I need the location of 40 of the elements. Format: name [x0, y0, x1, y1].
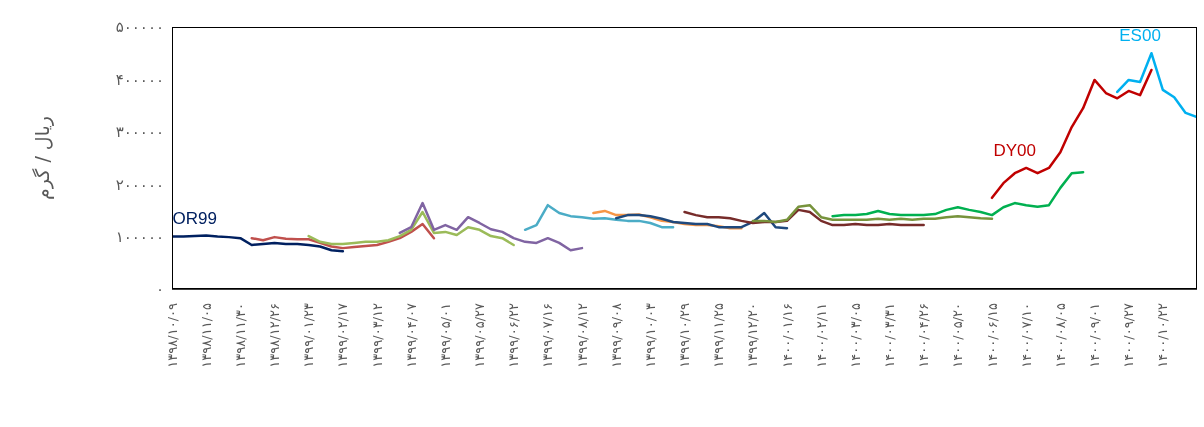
y-tick-label: ۲۰۰۰۰۰	[115, 175, 164, 194]
x-tick-label: ۱۴۰۰/۱۰/۲۲	[1155, 302, 1171, 368]
x-tick-label: ۱۴۰۰/۰۳/۰۵	[847, 302, 863, 368]
x-tick-label: ۱۳۹۸/۱۱/۳۰	[232, 303, 248, 368]
x-tick-label: ۱۳۹۹/۱۰/۰۳	[642, 302, 658, 368]
x-tick-label: ۱۳۹۹/۰۵/۰۱	[437, 303, 453, 368]
series-label: OR99	[172, 208, 217, 228]
x-tick-label: ۱۳۹۹/۱۲/۲۰	[745, 303, 761, 368]
y-tick-label: ۵۰۰۰۰۰	[115, 18, 164, 37]
x-tick-label: ۱۳۹۹/۰۷/۱۶	[540, 303, 556, 368]
x-tick-label: ۱۳۹۹/۰۶/۲۲	[506, 302, 522, 368]
x-tick-label: ۱۳۹۸/۱۲/۲۶	[267, 303, 282, 368]
y-axis-title: ریال / گرم	[30, 116, 54, 200]
x-tick-label: ۱۳۹۸/۱۰/۰۹	[164, 302, 180, 368]
series-label: DY00	[993, 140, 1037, 160]
x-tick-label: ۱۳۹۹/۰۴/۰۷	[403, 302, 419, 368]
series-label: ES00	[1119, 26, 1161, 46]
y-tick-label: ۳۰۰۰۰۰	[115, 123, 164, 142]
y-tick-label: ۱۰۰۰۰۰	[115, 227, 164, 246]
x-tick-label: ۱۴۰۰/۰۸/۰۵	[1052, 302, 1068, 368]
y-tick-label: ۰	[155, 280, 164, 299]
x-tick-label: ۱۳۹۹/۰۸/۱۲	[574, 302, 590, 368]
y-tick-label: ۴۰۰۰۰۰	[115, 70, 164, 89]
x-tick-label: ۱۳۹۸/۱۱/۰۵	[198, 302, 214, 368]
x-tick-label: ۱۳۹۹/۰۵/۲۷	[472, 302, 487, 368]
x-tick-label: ۱۴۰۰/۰۷/۱۰	[1018, 303, 1034, 368]
x-tick-label: ۱۴۰۰/۰۶/۱۵	[984, 302, 1000, 368]
x-tick-label: ۱۳۹۹/۱۰/۲۹	[677, 302, 692, 368]
x-tick-label: ۱۳۹۹/۰۲/۱۷	[335, 302, 351, 368]
x-tick-label: ۱۴۰۰/۰۳/۳۱	[882, 303, 897, 368]
x-tick-label: ۱۴۰۰/۰۴/۲۶	[916, 303, 932, 368]
x-tick-label: ۱۴۰۰/۰۵/۲۰	[950, 303, 966, 368]
x-tick-label: ۱۳۹۹/۰۳/۱۲	[369, 302, 385, 368]
x-tick-label: ۱۴۰۰/۰۱/۱۶	[779, 303, 795, 368]
x-tick-label: ۱۴۰۰/۰۲/۱۱	[813, 303, 829, 368]
x-tick-label: ۱۴۰۰/۰۹/۰۱	[1087, 303, 1102, 368]
x-tick-label: ۱۳۹۹/۰۹/۰۸	[608, 302, 624, 368]
x-tick-label: ۱۳۹۹/۰۱/۲۳	[301, 302, 317, 368]
x-tick-label: ۱۳۹۹/۱۱/۲۵	[711, 302, 727, 368]
x-tick-label: ۱۴۰۰/۰۹/۲۷	[1121, 302, 1137, 368]
